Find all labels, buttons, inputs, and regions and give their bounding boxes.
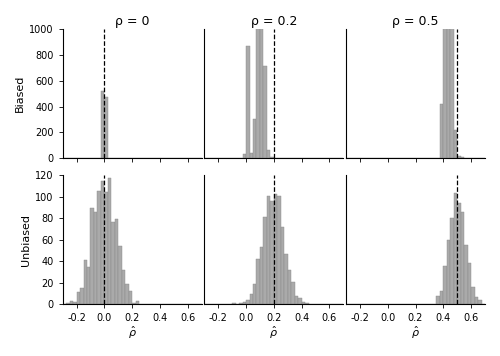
Bar bbox=[118, 246, 122, 304]
Bar bbox=[305, 303, 308, 304]
Bar bbox=[444, 0, 447, 158]
Bar bbox=[302, 302, 305, 304]
Bar bbox=[94, 212, 98, 304]
Bar bbox=[108, 178, 112, 304]
Bar bbox=[70, 301, 73, 304]
Bar bbox=[270, 157, 274, 158]
Bar bbox=[291, 282, 294, 304]
Bar bbox=[450, 0, 454, 158]
Bar bbox=[450, 218, 454, 304]
Bar bbox=[457, 203, 460, 304]
X-axis label: $\hat{\rho}$: $\hat{\rho}$ bbox=[270, 325, 278, 341]
Bar bbox=[264, 66, 267, 158]
X-axis label: $\hat{\rho}$: $\hat{\rho}$ bbox=[128, 325, 136, 341]
Bar bbox=[115, 219, 118, 304]
Bar bbox=[454, 193, 457, 304]
Bar bbox=[447, 240, 450, 304]
Bar bbox=[436, 297, 440, 304]
Bar bbox=[256, 0, 260, 158]
Title: ρ = 0: ρ = 0 bbox=[115, 15, 150, 28]
Bar bbox=[454, 130, 457, 158]
Bar bbox=[260, 0, 264, 158]
Bar bbox=[80, 288, 84, 304]
Y-axis label: Biased: Biased bbox=[15, 75, 25, 112]
Bar bbox=[125, 284, 128, 304]
Bar bbox=[250, 294, 253, 304]
Bar bbox=[253, 284, 256, 304]
Bar bbox=[468, 263, 471, 304]
Bar bbox=[250, 153, 253, 158]
Title: ρ = 0.2: ρ = 0.2 bbox=[250, 15, 297, 28]
Bar bbox=[294, 297, 298, 304]
Bar bbox=[298, 298, 302, 304]
Bar bbox=[128, 291, 132, 304]
Bar bbox=[281, 227, 284, 304]
Bar bbox=[447, 0, 450, 158]
Bar bbox=[101, 90, 104, 158]
X-axis label: $\hat{\rho}$: $\hat{\rho}$ bbox=[411, 325, 420, 341]
Bar bbox=[242, 155, 246, 158]
Bar bbox=[246, 46, 250, 158]
Bar bbox=[460, 157, 464, 158]
Bar bbox=[90, 209, 94, 304]
Bar bbox=[239, 303, 242, 304]
Bar bbox=[87, 267, 90, 304]
Bar bbox=[474, 297, 478, 304]
Bar bbox=[132, 303, 136, 304]
Title: ρ = 0.5: ρ = 0.5 bbox=[392, 15, 439, 28]
Bar bbox=[246, 300, 250, 304]
Bar bbox=[288, 270, 291, 304]
Bar bbox=[270, 201, 274, 304]
Bar bbox=[440, 291, 444, 304]
Bar bbox=[253, 119, 256, 158]
Bar bbox=[478, 300, 482, 304]
Bar bbox=[104, 97, 108, 158]
Bar bbox=[232, 303, 235, 304]
Bar bbox=[284, 254, 288, 304]
Bar bbox=[274, 194, 278, 304]
Bar bbox=[66, 303, 70, 304]
Bar bbox=[256, 258, 260, 304]
Bar bbox=[267, 196, 270, 304]
Bar bbox=[267, 151, 270, 158]
Y-axis label: Unbiased: Unbiased bbox=[21, 214, 31, 266]
Bar bbox=[278, 196, 281, 304]
Bar bbox=[76, 292, 80, 304]
Bar bbox=[98, 191, 101, 304]
Bar bbox=[471, 287, 474, 304]
Bar bbox=[260, 247, 264, 304]
Bar bbox=[464, 245, 468, 304]
Bar bbox=[242, 302, 246, 304]
Bar bbox=[440, 104, 444, 158]
Bar bbox=[457, 156, 460, 158]
Bar bbox=[73, 302, 76, 304]
Bar bbox=[264, 217, 267, 304]
Bar bbox=[101, 180, 104, 304]
Bar bbox=[460, 212, 464, 304]
Bar bbox=[84, 260, 87, 304]
Bar bbox=[136, 301, 139, 304]
Bar bbox=[112, 222, 115, 304]
Bar bbox=[104, 192, 108, 304]
Bar bbox=[444, 266, 447, 304]
Bar bbox=[122, 270, 125, 304]
